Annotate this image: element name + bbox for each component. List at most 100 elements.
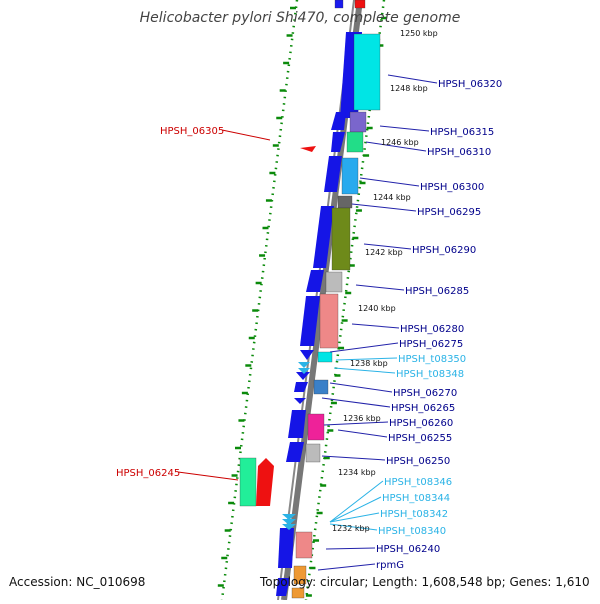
label-connector	[335, 357, 398, 361]
trna-arrow	[282, 514, 296, 520]
label-connector	[337, 429, 388, 438]
trna-arrow	[298, 368, 310, 374]
scale-label: 1248 kbp	[390, 84, 428, 93]
label-connector	[333, 367, 396, 374]
scale-label: 1238 kbp	[350, 359, 388, 368]
gene-label-right: HPSH_06295	[417, 207, 481, 218]
cog-block	[295, 531, 313, 559]
label-connector	[323, 421, 389, 426]
cog-block	[325, 271, 343, 293]
cog-block	[307, 413, 325, 441]
trna-label-right: HPSH_t08342	[380, 509, 448, 520]
label-connector	[329, 496, 382, 523]
forward-cds-arrow	[300, 296, 320, 346]
label-connector	[365, 141, 427, 152]
forward-cds-arrow	[306, 270, 324, 292]
label-connector	[351, 203, 417, 212]
trna-label-right: HPSH_t08346	[384, 477, 452, 488]
topology-text: Topology: circular; Length: 1,608,548 bp…	[260, 575, 590, 589]
trna-label-right: HPSH_t08340	[378, 526, 446, 537]
cog-block	[291, 587, 305, 599]
accession-text: Accession: NC_010698	[9, 575, 146, 589]
outer-dotted-ring	[220, 0, 299, 601]
page-title: Helicobacter pylori Shi470, complete gen…	[139, 10, 461, 26]
cog-block	[353, 33, 381, 111]
label-connector	[325, 547, 376, 550]
gene-label-right: HPSH_06320	[438, 79, 502, 90]
cog-block	[239, 457, 257, 507]
cog-block	[313, 379, 329, 395]
label-connector	[329, 480, 384, 523]
cog-block	[337, 195, 353, 209]
forward-cds-arrow	[331, 112, 346, 130]
label-connector	[329, 382, 393, 393]
label-connector	[177, 471, 239, 481]
forward-cds-arrow	[286, 442, 304, 462]
trna-arrow	[298, 362, 310, 368]
cog-block	[331, 207, 351, 271]
gene-label-right: HPSH_06290	[412, 245, 476, 256]
gene-label-right: HPSH_06250	[386, 456, 450, 467]
label-connector	[379, 125, 430, 132]
cds-block	[354, 0, 366, 9]
trna-arrow	[282, 524, 296, 530]
forward-cds-arrow	[276, 578, 290, 596]
label-connector	[363, 243, 412, 250]
label-connector	[321, 397, 391, 408]
forward-cds-arrow	[288, 410, 306, 438]
scale-label: 1246 kbp	[381, 138, 419, 147]
label-connector	[317, 563, 376, 571]
scale-label: 1244 kbp	[373, 193, 411, 202]
forward-cds-arrow	[324, 156, 342, 192]
label-connector	[351, 323, 400, 329]
label-connector	[221, 129, 271, 141]
cog-block	[319, 293, 339, 349]
reverse-cds-arrow	[256, 458, 274, 506]
label-connector	[387, 74, 438, 84]
trna-label-right: HPSH_t08344	[382, 493, 450, 504]
gene-label-right: rpmG	[376, 560, 404, 571]
gene-label-right: HPSH_06275	[399, 339, 463, 350]
gene-label-right: HPSH_06285	[405, 286, 469, 297]
forward-cds-arrow	[278, 528, 294, 568]
gene-label-left: HPSH_06305	[160, 126, 224, 137]
scale-label: 1240 kbp	[358, 304, 396, 313]
forward-cds-arrow	[296, 372, 310, 380]
cds-block	[334, 0, 344, 9]
gene-label-right: HPSH_06270	[393, 388, 457, 399]
gene-label-right: HPSH_06300	[420, 182, 484, 193]
cog-block	[346, 131, 364, 153]
gene-label-right: HPSH_06280	[400, 324, 464, 335]
label-connector	[329, 342, 399, 353]
label-connector	[329, 512, 380, 523]
label-connector	[359, 177, 420, 187]
trna-label-right: HPSH_t08348	[396, 369, 464, 380]
scale-label: 1232 kbp	[332, 524, 370, 533]
gene-label-right: HPSH_06260	[389, 418, 453, 429]
scale-label: 1242 kbp	[365, 248, 403, 257]
label-connector	[321, 455, 386, 461]
forward-cds-arrow	[313, 206, 334, 268]
gene-label-right: HPSH_06315	[430, 127, 494, 138]
label-connector	[355, 284, 405, 291]
reverse-cds-arrow	[300, 146, 316, 152]
forward-cds-arrow	[294, 382, 308, 392]
forward-cds-arrow	[300, 350, 314, 360]
gene-label-right: HPSH_06310	[427, 147, 491, 158]
cog-block	[341, 157, 359, 195]
cog-block	[293, 565, 307, 585]
scale-label: 1250 kbp	[400, 29, 438, 38]
trna-arrow	[282, 519, 296, 525]
scale-label: 1236 kbp	[343, 414, 381, 423]
forward-cds-arrow	[331, 132, 345, 152]
scale-label: 1234 kbp	[338, 468, 376, 477]
cog-block	[349, 111, 367, 133]
gene-label-right: HPSH_06255	[388, 433, 452, 444]
label-connector	[329, 523, 378, 531]
cog-block	[317, 351, 333, 363]
cog-block	[305, 443, 321, 463]
gene-label-right: HPSH_06265	[391, 403, 455, 414]
gene-label-right: HPSH_06240	[376, 544, 440, 555]
